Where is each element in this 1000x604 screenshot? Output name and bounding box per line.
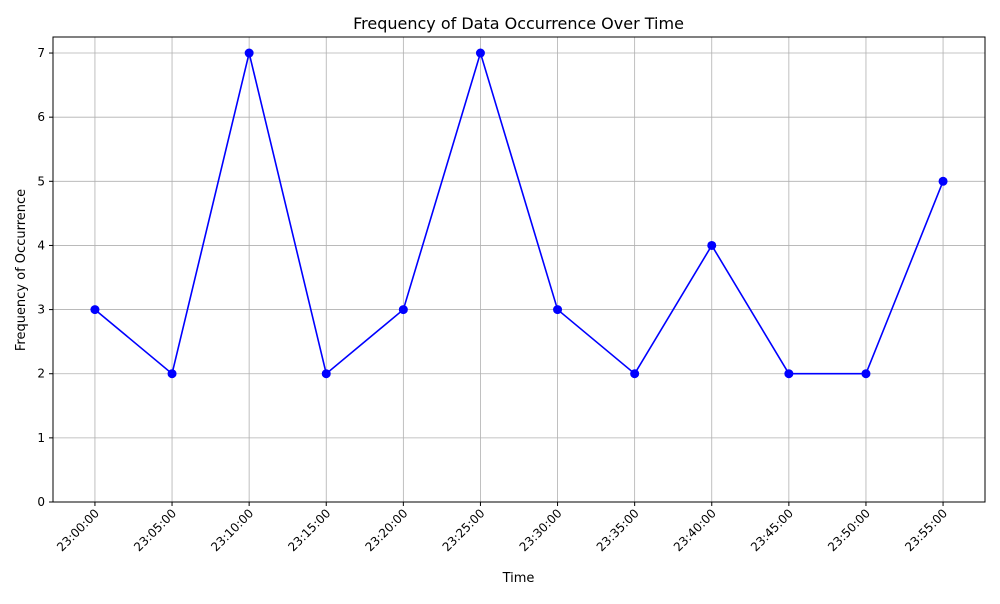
y-tick-label: 3 [37, 303, 45, 317]
x-tick-label: 23:55:00 [902, 506, 950, 554]
x-tick-label: 23:05:00 [131, 506, 179, 554]
data-point [90, 305, 100, 315]
data-point [475, 48, 485, 58]
plot-frame [52, 36, 986, 503]
data-point [167, 369, 177, 379]
data-point [398, 305, 408, 315]
x-tick-label: 23:45:00 [748, 506, 796, 554]
x-tick-label: 23:30:00 [517, 506, 565, 554]
data-point [938, 176, 948, 186]
y-tick-label: 2 [37, 367, 45, 381]
data-point [553, 305, 563, 315]
data-point [861, 369, 871, 379]
y-tick-label: 7 [37, 46, 45, 60]
chart-title: Frequency of Data Occurrence Over Time [353, 14, 684, 33]
data-point [244, 48, 254, 58]
y-axis-label: Frequency of Occurrence [14, 189, 29, 351]
x-tick-label: 23:35:00 [594, 506, 642, 554]
series-line [94, 50, 944, 376]
data-point [321, 369, 331, 379]
y-tick-label: 5 [37, 174, 45, 188]
ticks-layer: 0 1 2 3 4 5 6 7 23:00:00 23:05:00 23:10:00 23:15:00… [37, 46, 950, 554]
data-point [630, 369, 640, 379]
x-tick-label: 23:40:00 [671, 506, 719, 554]
y-tick-label: 1 [37, 431, 45, 445]
x-tick-label: 23:15:00 [285, 506, 333, 554]
y-tick-label: 6 [37, 110, 45, 124]
data-point [707, 240, 717, 250]
x-tick-label: 23:20:00 [362, 506, 410, 554]
series-layer [90, 48, 948, 379]
grid-layer [53, 37, 985, 503]
x-tick-label: 23:25:00 [440, 506, 488, 554]
x-tick-label: 23:50:00 [825, 506, 873, 554]
y-tick-label: 0 [37, 495, 45, 509]
x-tick-label: 23:00:00 [54, 506, 102, 554]
data-point [784, 369, 794, 379]
y-tick-label: 4 [37, 238, 45, 252]
x-tick-label: 23:10:00 [208, 506, 256, 554]
axes-layer [52, 36, 986, 503]
x-axis-label: Time [502, 571, 535, 586]
